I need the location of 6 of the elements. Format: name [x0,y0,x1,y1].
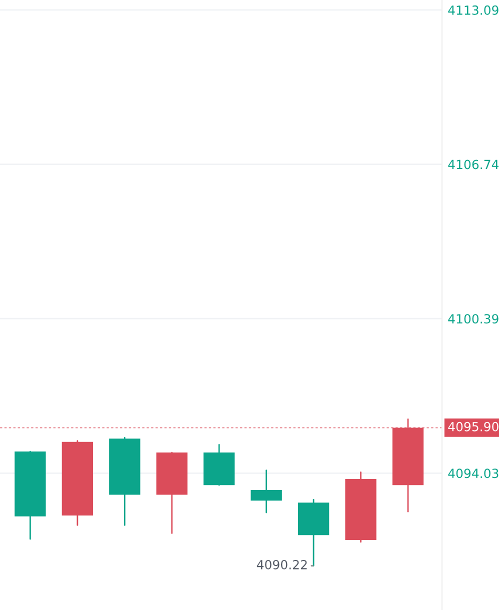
ref-line-label: 4095.90 [448,422,498,432]
y-tick-label: 4100.39 [448,314,498,324]
annotation: 4090.22 [256,560,307,570]
y-tick-label: 4113.09 [448,5,498,15]
y-tick-label: 4106.74 [448,160,499,170]
y-tick-label: 4094.03 [448,468,498,478]
